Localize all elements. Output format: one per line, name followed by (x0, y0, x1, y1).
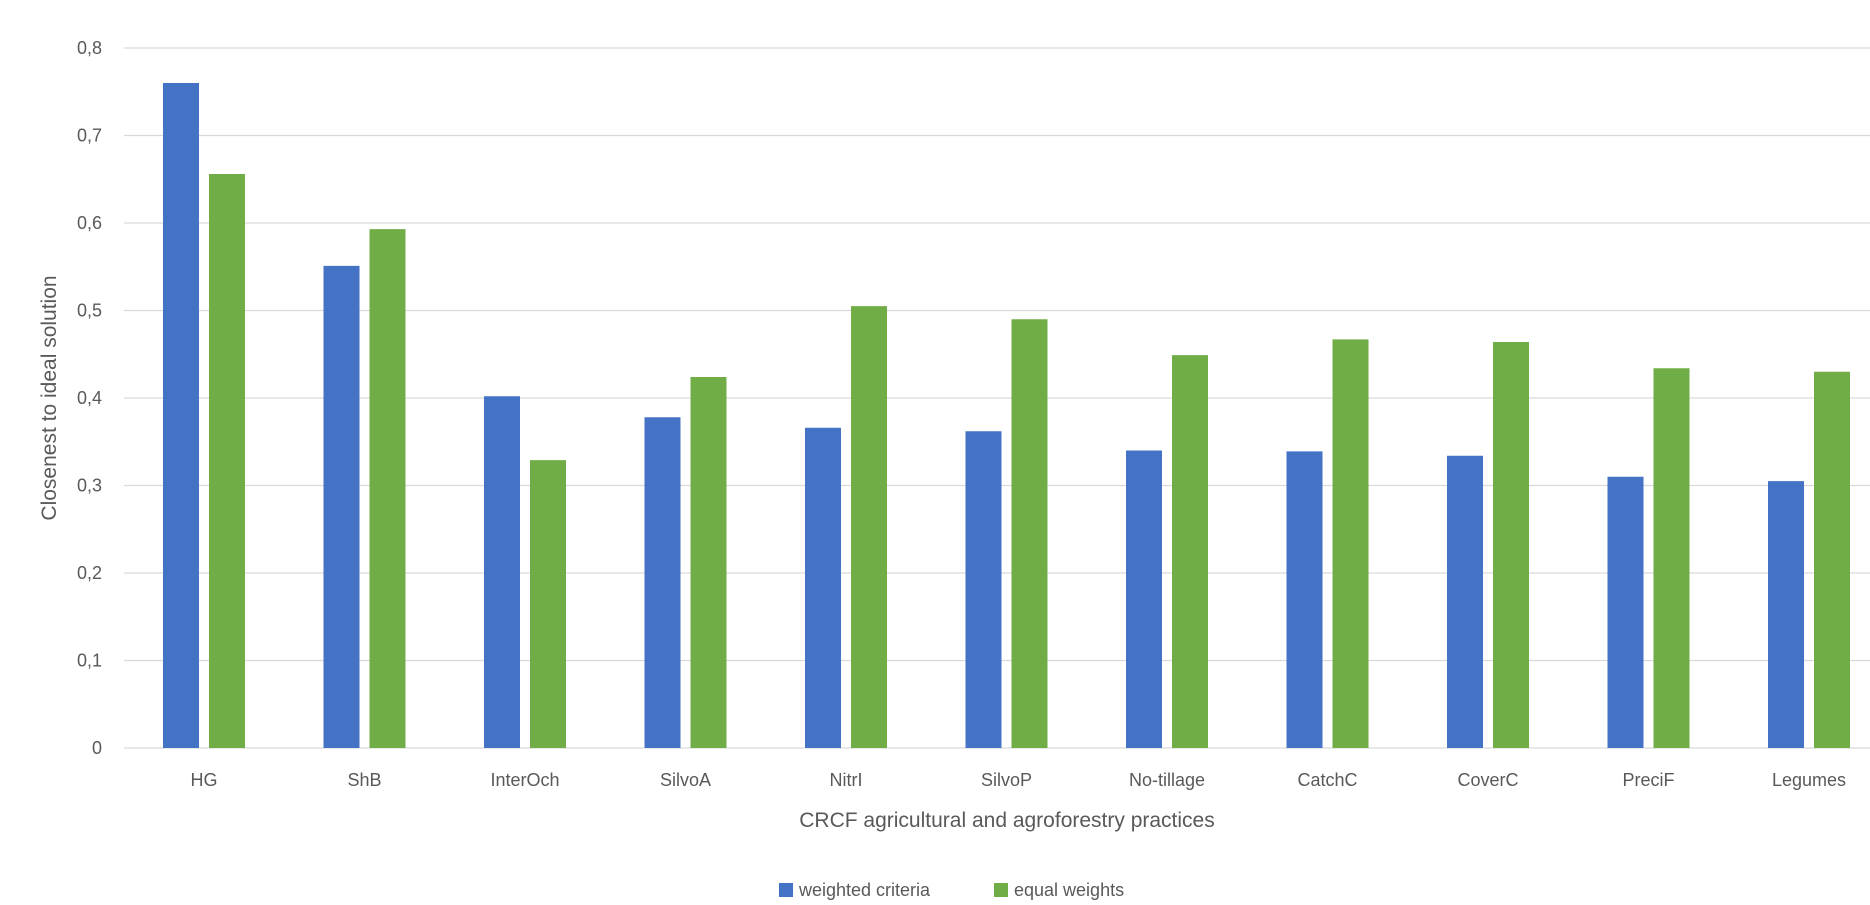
bar-equal-weights (1172, 355, 1208, 748)
bar-weighted-criteria (1286, 451, 1323, 748)
y-tick-label: 0,6 (77, 213, 102, 233)
bar-equal-weights (1493, 342, 1529, 748)
y-tick-label: 0,4 (77, 388, 102, 408)
y-tick-label: 0 (92, 738, 102, 758)
y-tick-label: 0,1 (77, 651, 102, 671)
bar-weighted-criteria (323, 265, 360, 748)
y-tick-label: 0,8 (77, 38, 102, 58)
y-tick-label: 0,7 (77, 126, 102, 146)
legend-swatch (994, 883, 1008, 897)
x-axis-title: CRCF agricultural and agroforestry pract… (799, 809, 1215, 832)
y-tick-label: 0,3 (77, 476, 102, 496)
x-tick-label: Legumes (1772, 770, 1846, 790)
bar-equal-weights (1814, 371, 1850, 748)
bars (163, 83, 1850, 748)
x-tick-label: SilvoP (981, 770, 1032, 790)
bar-weighted-criteria (484, 396, 520, 748)
y-axis-title: Closenest to ideal solution (38, 275, 61, 520)
x-tick-label: SilvoA (660, 770, 711, 790)
bar-equal-weights (369, 229, 406, 748)
bar-weighted-criteria (805, 427, 841, 748)
x-tick-label: CatchC (1297, 770, 1357, 790)
x-tick-label: CoverC (1457, 770, 1518, 790)
x-tick-label: PreciF (1622, 770, 1674, 790)
y-tick-label: 0,5 (77, 301, 102, 321)
bar-weighted-criteria (1768, 481, 1804, 748)
y-axis-tick-labels: 0 0,1 0,2 0,3 0,4 0,5 0,6 0,7 0,8 (77, 38, 102, 758)
bar-equal-weights (1653, 368, 1690, 748)
legend: weighted criteria equal weights (779, 880, 1124, 900)
x-tick-label: ShB (347, 770, 381, 790)
x-tick-label: No-tillage (1129, 770, 1205, 790)
x-tick-label: InterOch (490, 770, 559, 790)
x-axis-tick-labels: HG ShB InterOch SilvoA NitrI SilvoP No-tillage… (191, 770, 1847, 790)
y-tick-label: 0,2 (77, 563, 102, 583)
legend-label: weighted criteria (798, 880, 931, 900)
bar-weighted-criteria (163, 83, 199, 748)
gridlines (124, 47, 1870, 749)
bar-equal-weights (1011, 319, 1048, 748)
x-tick-label: HG (191, 770, 218, 790)
x-tick-label: NitrI (830, 770, 863, 790)
bar-weighted-criteria (644, 417, 681, 748)
bar-equal-weights (1332, 339, 1369, 748)
bar-equal-weights (690, 377, 727, 748)
bar-equal-weights (209, 174, 245, 748)
bar-weighted-criteria (965, 431, 1002, 748)
legend-swatch (779, 883, 793, 897)
legend-label: equal weights (1014, 880, 1124, 900)
bar-equal-weights (530, 460, 566, 748)
bar-weighted-criteria (1607, 476, 1644, 748)
bar-weighted-criteria (1447, 455, 1483, 748)
bar-weighted-criteria (1126, 450, 1162, 748)
bar-equal-weights (851, 306, 887, 748)
